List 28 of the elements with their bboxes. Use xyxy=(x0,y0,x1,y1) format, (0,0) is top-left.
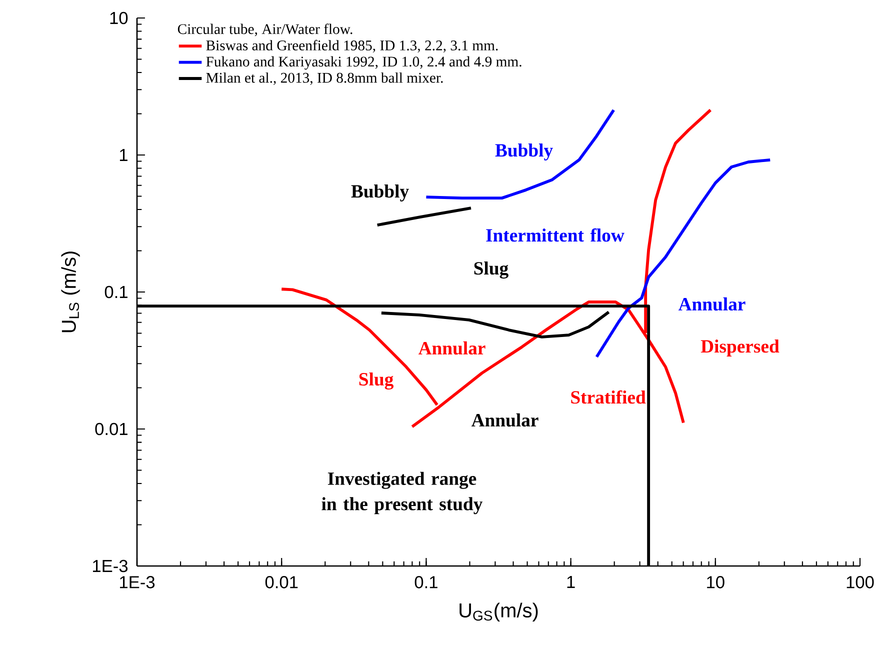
x-tick-label: 100 xyxy=(846,576,874,588)
annotation: Intermittent flow xyxy=(486,228,624,242)
annotation: Investigated range in the present study xyxy=(322,472,483,514)
legend-label: Biswas and Greenfield 1985, ID 1.3, 2.2, 3.1 mm. xyxy=(206,40,498,53)
x-tick-label: 1E-3 xyxy=(120,576,155,588)
annotation: Annular xyxy=(418,341,486,355)
x-axis-title: U$_{GS}$(m/s) xyxy=(460,602,538,622)
annotation: Stratified xyxy=(571,390,646,404)
legend-title: Circular tube, Air/Water flow. xyxy=(178,24,352,36)
annotation: Annular xyxy=(678,297,746,311)
y-tick-label: 0.1 xyxy=(104,286,128,298)
x-tick-label: 10 xyxy=(707,576,724,588)
y-tick-label: 10 xyxy=(110,12,128,24)
y-tick-label: 0.01 xyxy=(95,422,128,436)
legend-label: Fukano and Kariyasaki 1992, ID 1.0, 2.4 and 4.9 mm. xyxy=(206,56,522,70)
x-tick-label: 0.01 xyxy=(265,576,298,588)
x-tick-label: 1 xyxy=(567,576,575,588)
y-tick-label: 1 xyxy=(120,149,128,161)
annotation: Slug xyxy=(474,261,508,279)
annotation: Annular xyxy=(471,413,538,427)
annotation: Bubbly xyxy=(495,143,553,160)
y-axis-title: U$_{LS}$ (m/s) xyxy=(61,252,80,332)
x-tick-label: 0.1 xyxy=(414,576,438,588)
y-tick-label: 1E-3 xyxy=(92,560,128,572)
annotation: Dispersed xyxy=(700,340,780,356)
legend-label: Milan et al., 2013, ID 8.8mm ball mixer. xyxy=(206,72,443,85)
annotation: Slug xyxy=(359,372,394,390)
annotation: Bubbly xyxy=(351,184,409,202)
